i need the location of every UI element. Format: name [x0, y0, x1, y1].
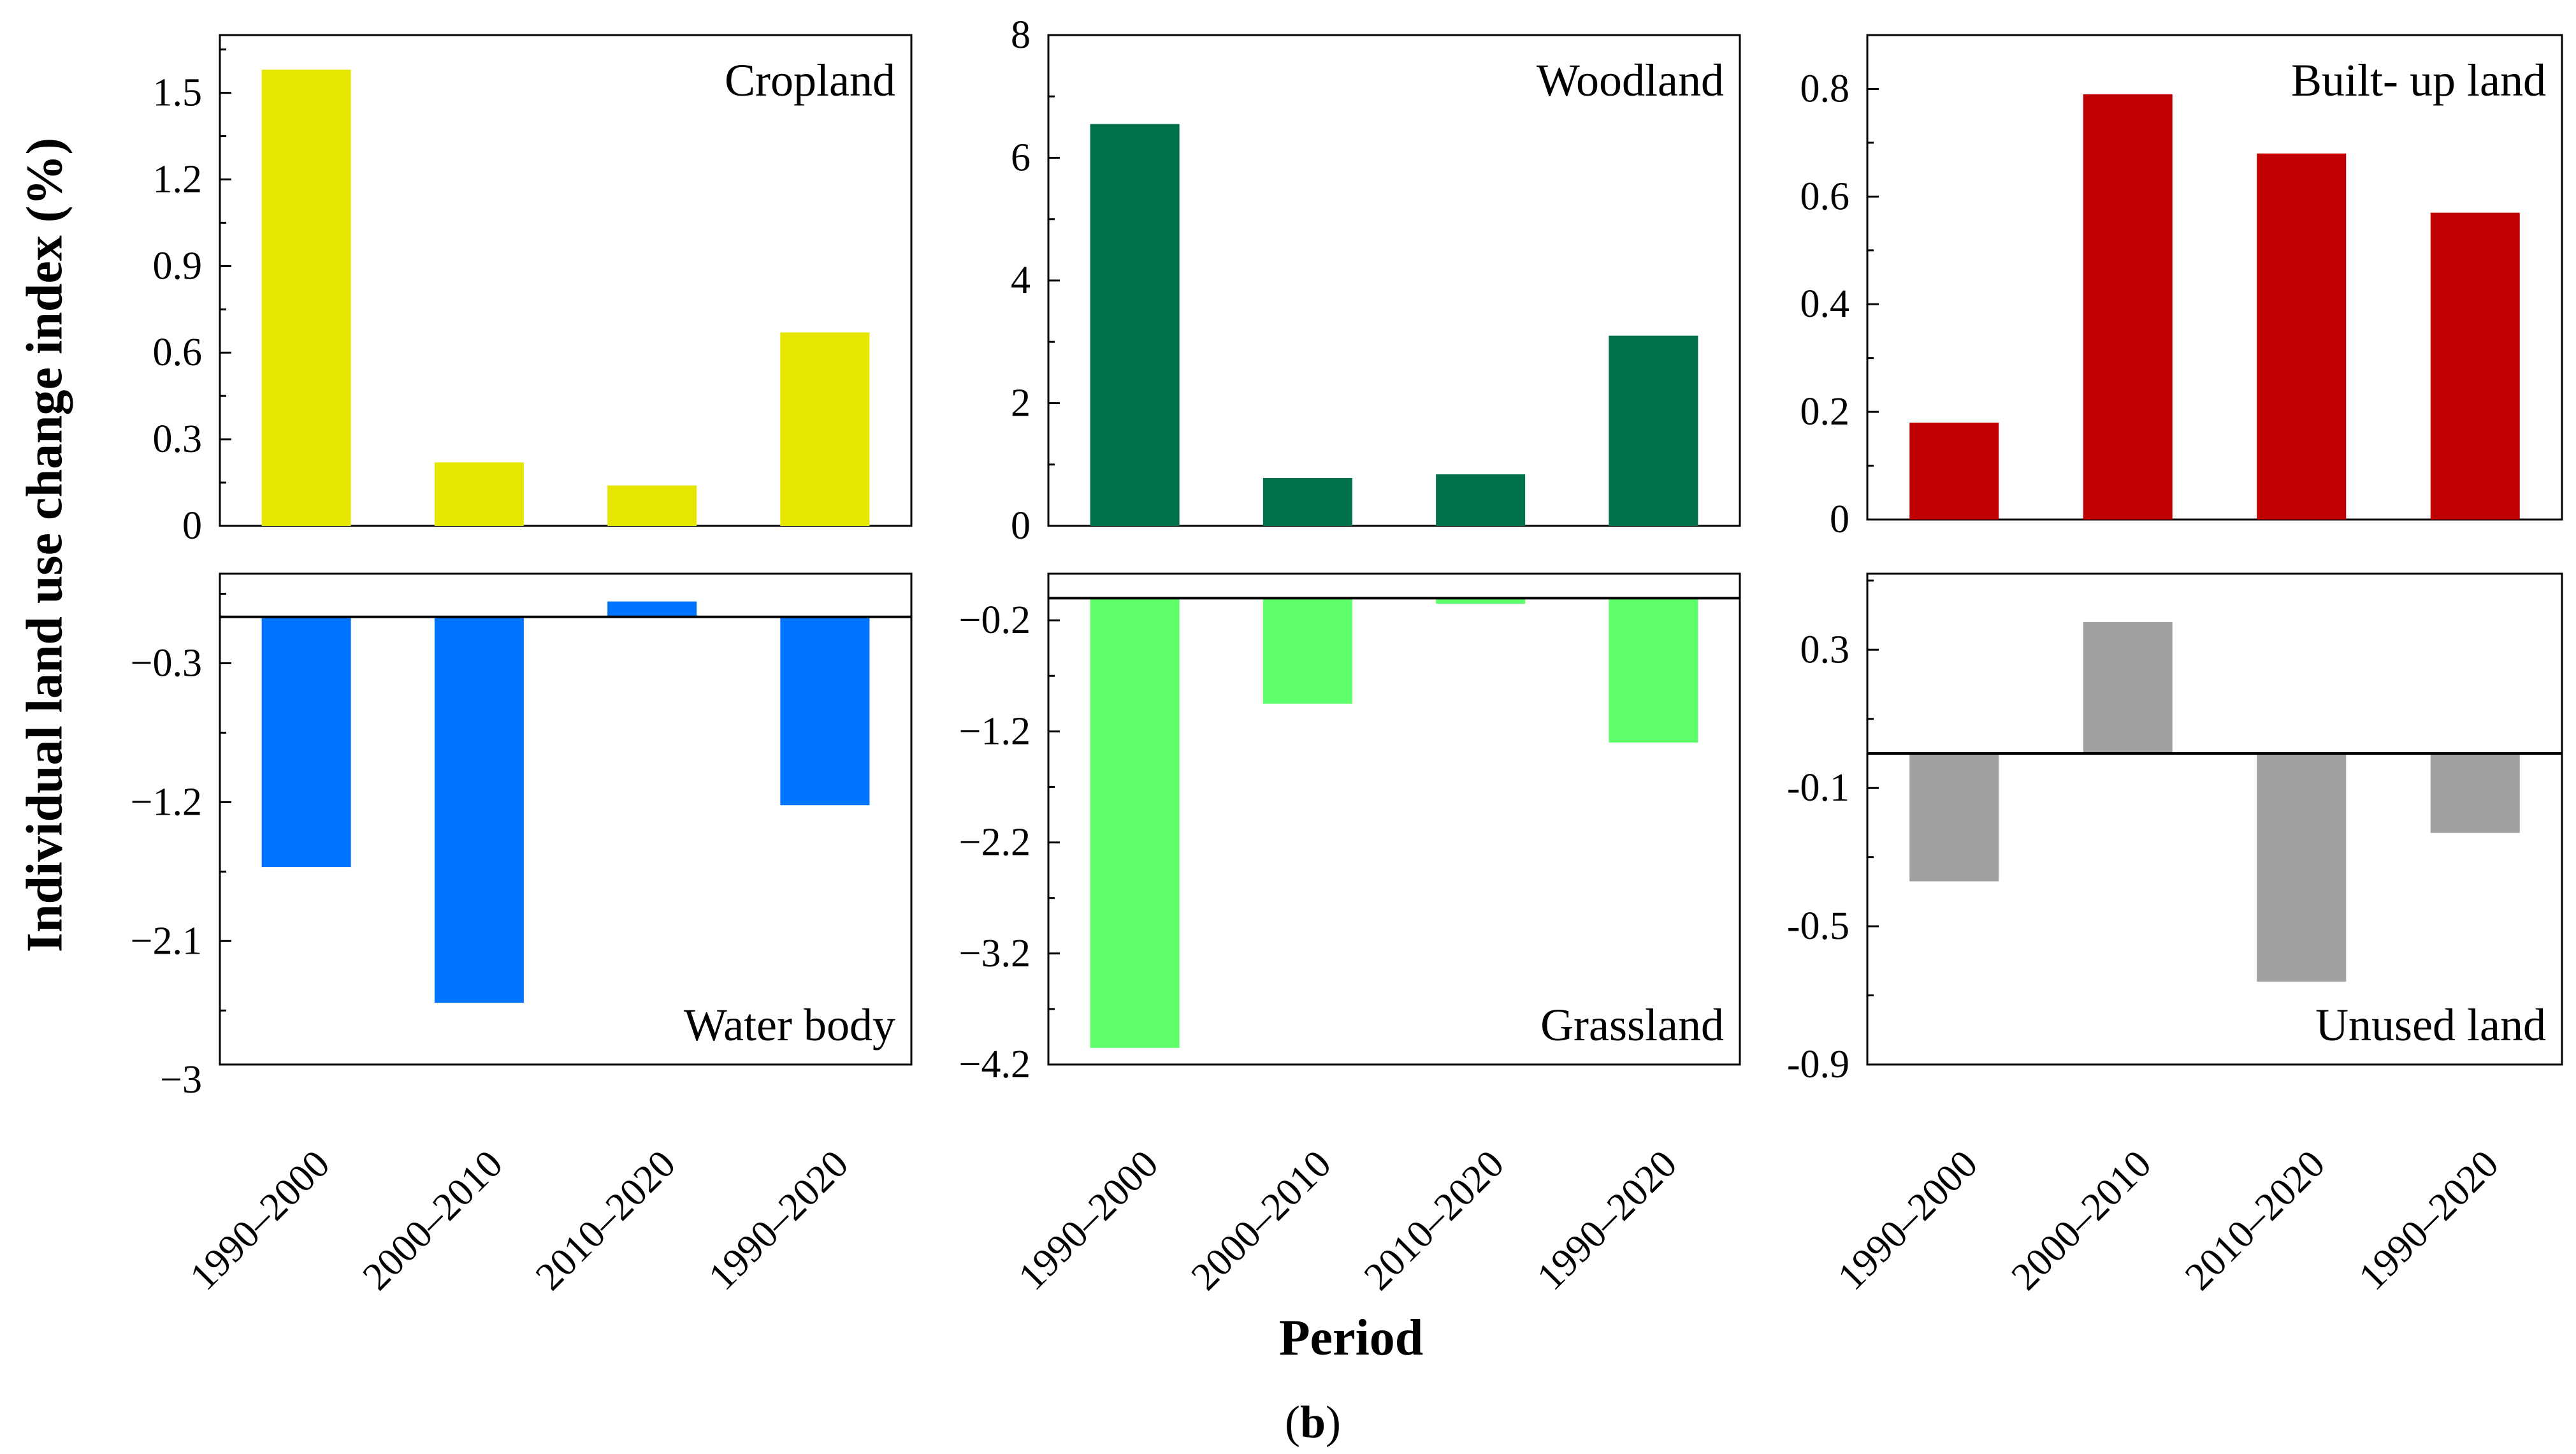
y-tick-label: −4.2 [959, 1043, 1031, 1086]
y-axis-title: Individual land use change index (%) [17, 138, 73, 952]
y-tick-label: -0.5 [1787, 905, 1849, 948]
bar [780, 332, 870, 526]
panel-title: Water body [684, 1000, 895, 1051]
y-tick-label: −3 [160, 1058, 202, 1101]
y-tick-label: −2.2 [959, 821, 1031, 864]
bar [434, 616, 524, 1003]
y-tick-label: 4 [1011, 259, 1031, 302]
y-tick-label: −1.2 [959, 709, 1031, 753]
y-tick-label: 0.8 [1800, 67, 1850, 110]
bar [2430, 753, 2520, 833]
bar [1263, 598, 1352, 704]
bar [1909, 753, 1999, 882]
y-tick-label: 1.5 [153, 71, 203, 115]
x-axis-title: Period [1279, 1310, 1424, 1366]
y-tick-label: −0.2 [959, 599, 1031, 642]
y-tick-label: 0.9 [153, 244, 203, 287]
bar [261, 616, 351, 868]
bar [1909, 423, 1999, 520]
plot-frame [219, 572, 913, 1066]
y-tick-label: -0.1 [1787, 766, 1849, 810]
x-tick-label: 1990–2000 [182, 1142, 338, 1298]
subfigure-label-open: ( [1285, 1397, 1300, 1448]
x-tick-label: 2010–2020 [2177, 1142, 2333, 1298]
y-tick-label: 0.3 [153, 418, 203, 461]
bar [1436, 598, 1526, 604]
panel-unused-land: -0.9 -0.5 -0.1 0.3 Unused land 1990–2000 2000–… [1787, 572, 2563, 1298]
y-tick-label: 0.4 [1800, 282, 1850, 326]
y-tick-label: -0.9 [1787, 1043, 1849, 1086]
bar [607, 485, 697, 526]
y-tick-label: 0.6 [1800, 175, 1850, 218]
bar [1263, 477, 1352, 526]
x-tick-label: 1990–2000 [1830, 1142, 1986, 1298]
bar [2257, 753, 2347, 982]
bar [261, 69, 351, 526]
bar [780, 616, 870, 806]
x-tick-label: 2000–2010 [2003, 1142, 2159, 1298]
bar [2257, 153, 2347, 520]
panel-title: Woodland [1537, 55, 1724, 106]
plot-frame [1866, 34, 2563, 521]
y-tick-label: 0.2 [1800, 390, 1850, 433]
bar [1609, 598, 1698, 743]
panel-title: Grassland [1540, 1000, 1724, 1051]
x-tick-label: 2000–2010 [1183, 1142, 1339, 1298]
y-tick-label: 2 [1011, 382, 1031, 425]
y-tick-label: −1.2 [131, 780, 202, 824]
y-tick-label: 0 [1830, 498, 1849, 541]
y-tick-label: 6 [1011, 136, 1031, 180]
subfigure-label-letter: b [1300, 1397, 1326, 1448]
bar [2083, 94, 2173, 520]
bar [2083, 622, 2173, 753]
subfigure-label-close: ) [1326, 1397, 1341, 1448]
y-tick-label: 8 [1011, 13, 1031, 57]
bar [1609, 335, 1698, 526]
x-tick-label: 1990–2020 [2350, 1142, 2507, 1298]
y-tick-label: 0 [1011, 504, 1031, 548]
panel-title: Unused land [2315, 1000, 2546, 1051]
y-tick-label: −0.3 [131, 641, 202, 685]
panel-cropland: 0 0.3 0.6 0.9 1.2 1.5 Cropland [153, 34, 913, 548]
bar [1090, 598, 1180, 1048]
y-tick-label: 0.6 [153, 331, 203, 374]
plot-frame [1047, 572, 1741, 1066]
bar [1090, 124, 1180, 526]
panel-water-body: −3 −2.1 −1.2 −0.3 Water body 1990–2000 2000–20… [131, 572, 913, 1298]
x-tick-label: 2010–2020 [528, 1142, 684, 1298]
x-tick-label: 2000–2010 [354, 1142, 510, 1298]
panel-built-up-land: 0 0.2 0.4 0.6 0.8 Built- up land [1800, 34, 2563, 541]
panel-title: Built- up land [2291, 55, 2546, 106]
x-tick-label: 2010–2020 [1356, 1142, 1512, 1298]
x-tick-label: 1990–2020 [700, 1142, 857, 1298]
y-tick-label: −3.2 [959, 932, 1031, 975]
y-tick-label: 1.2 [153, 157, 203, 201]
x-tick-label: 1990–2000 [1010, 1142, 1166, 1298]
bar [1436, 474, 1526, 526]
subfigure-label: (b) [1285, 1397, 1341, 1448]
x-tick-label: 1990–2020 [1529, 1142, 1685, 1298]
panel-woodland: 0 2 4 6 8 Woodland [1011, 13, 1741, 548]
chart-panels: 0 0.3 0.6 0.9 1.2 1.5 Cropland 0 2 4 6 8 Woodland 0 0.… [131, 13, 2563, 1298]
plot-frame [219, 34, 913, 527]
bar [2430, 212, 2520, 520]
plot-frame [1866, 572, 2563, 1066]
y-tick-label: 0 [182, 504, 202, 548]
panel-title: Cropland [725, 55, 895, 106]
bar [434, 462, 524, 526]
y-tick-label: 0.3 [1800, 628, 1850, 671]
bar [607, 601, 697, 617]
y-tick-label: −2.1 [131, 919, 202, 963]
